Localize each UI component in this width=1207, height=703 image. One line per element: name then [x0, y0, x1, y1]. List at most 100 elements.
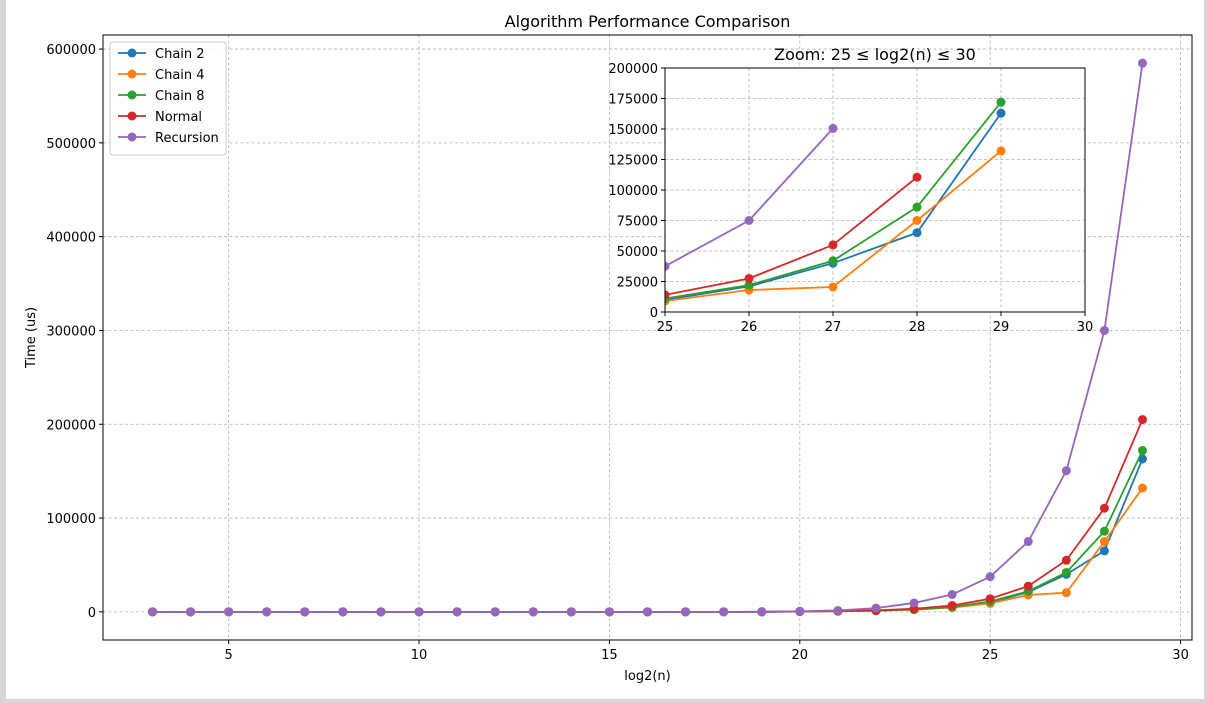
main-point-recursion: [1023, 537, 1033, 547]
inset-ytick-label: 125000: [608, 154, 658, 169]
main-point-recursion: [604, 607, 614, 617]
main-point-recursion: [224, 607, 234, 617]
main-point-recursion: [376, 607, 386, 617]
inset-ytick-label: 100000: [608, 184, 658, 199]
main-point-normal: [985, 594, 995, 604]
inset-point-chain-4: [828, 282, 838, 292]
main-axes-frame: [102, 34, 1193, 641]
main-point-recursion: [566, 607, 576, 617]
legend-label: Chain 4: [155, 68, 205, 83]
inset-point-chain-4: [996, 146, 1006, 156]
inset-chart: 25 26 27 28 29 30 0 25000 50000 75000 100000 125000…: [608, 45, 1093, 335]
inset-xtick-label: 27: [825, 320, 842, 335]
main-point-normal: [1138, 415, 1147, 425]
main-ytick-label: 400000: [46, 231, 96, 246]
main-point-recursion: [681, 607, 691, 617]
main-point-recursion: [186, 607, 196, 617]
inset-title: Zoom: 25 ≤ log2(n) ≤ 30: [774, 45, 976, 64]
main-series-group: [148, 58, 1147, 617]
main-point-recursion: [490, 607, 500, 617]
legend-box: [109, 41, 227, 156]
main-point-recursion: [300, 607, 310, 617]
legend-marker: [127, 69, 137, 79]
main-point-recursion: [909, 598, 919, 608]
inset-point-chain-8: [912, 202, 922, 212]
main-ytick-label: 200000: [46, 418, 96, 433]
main-point-normal: [1023, 581, 1033, 591]
main-xlabel: log2(n): [624, 669, 670, 684]
legend-marker: [127, 90, 137, 100]
main-point-chain-2: [1099, 546, 1109, 556]
main-point-chain-4: [1061, 588, 1071, 598]
main-point-recursion: [414, 607, 424, 617]
figure: 5 10 15 20 25 30 0 100000 200000 300000 400000 5000…: [6, 0, 1204, 699]
legend-label: Chain 2: [155, 47, 205, 62]
main-ytick-label: 300000: [46, 324, 96, 339]
legend-marker: [127, 132, 137, 142]
main-xtick-label: 30: [1172, 648, 1189, 663]
inset-xtick-label: 26: [741, 320, 758, 335]
legend-marker: [127, 48, 137, 58]
main-point-chain-4: [1138, 483, 1147, 493]
main-xtick-label: 10: [411, 648, 428, 663]
main-point-recursion: [719, 607, 729, 617]
main-point-recursion: [871, 603, 881, 613]
legend-label: Recursion: [155, 131, 219, 146]
inset-xtick-label: 28: [909, 320, 926, 335]
main-xtick-label: 20: [792, 648, 809, 663]
inset-point-chain-8: [996, 97, 1006, 107]
main-point-recursion: [757, 607, 767, 617]
main-ytick-label: 0: [88, 606, 96, 621]
main-ytick-label: 600000: [46, 43, 96, 58]
chart-svg: 5 10 15 20 25 30 0 100000 200000 300000 400000 5000…: [24, 12, 1193, 684]
main-legend: Chain 2 Chain 4 Chain 8 Normal Recursion: [109, 41, 227, 156]
main-point-chain-4: [1099, 537, 1109, 547]
main-point-recursion: [338, 607, 348, 617]
inset-series-line-normal: [665, 176, 918, 296]
inset-point-recursion: [744, 216, 754, 225]
inset-point-normal: [828, 240, 838, 250]
inset-ytick-label: 150000: [608, 123, 658, 138]
main-point-normal: [1099, 503, 1109, 513]
main-xtick-label: 5: [225, 648, 233, 663]
main-point-recursion: [1099, 325, 1109, 335]
inset-point-normal: [912, 172, 922, 182]
main-point-recursion: [262, 607, 272, 617]
inset-point-recursion: [665, 261, 670, 271]
main-title: Algorithm Performance Comparison: [505, 12, 791, 31]
main-point-recursion: [452, 607, 462, 617]
main-point-recursion: [1138, 58, 1147, 68]
inset-point-chain-2: [996, 108, 1006, 118]
main-ytick-label: 500000: [46, 137, 96, 152]
main-point-chain-8: [1138, 446, 1147, 456]
inset-ytick-label: 50000: [617, 245, 658, 260]
main-point-recursion: [947, 590, 957, 600]
inset-ytick-label: 200000: [608, 62, 658, 77]
main-point-normal: [1061, 555, 1071, 565]
main-point-recursion: [985, 572, 995, 582]
main-point-normal: [947, 600, 957, 610]
inset-point-chain-4: [912, 216, 922, 225]
main-point-recursion: [643, 607, 652, 617]
inset-series-group: [665, 97, 1006, 306]
inset-point-normal: [744, 273, 754, 283]
legend-label: Chain 8: [155, 89, 205, 104]
main-xtick-label: 25: [982, 648, 999, 663]
inset-point-chain-2: [912, 228, 922, 238]
legend-marker: [127, 111, 137, 121]
main-point-recursion: [148, 607, 157, 617]
inset-point-chain-8: [828, 256, 838, 266]
inset-ytick-label: 75000: [617, 215, 658, 230]
main-point-recursion: [1061, 466, 1071, 476]
inset-ytick-label: 25000: [617, 276, 658, 291]
inset-ytick-label: 175000: [608, 93, 658, 108]
main-point-recursion: [833, 605, 843, 615]
inset-xtick-label: 25: [657, 320, 674, 335]
legend-label: Normal: [155, 110, 202, 125]
main-ytick-label: 100000: [46, 512, 96, 527]
main-point-chain-8: [1099, 526, 1109, 536]
inset-ytick-label: 0: [650, 306, 658, 321]
main-point-recursion: [795, 606, 805, 616]
main-xtick-label: 15: [601, 648, 618, 663]
inset-point-recursion: [828, 123, 838, 133]
